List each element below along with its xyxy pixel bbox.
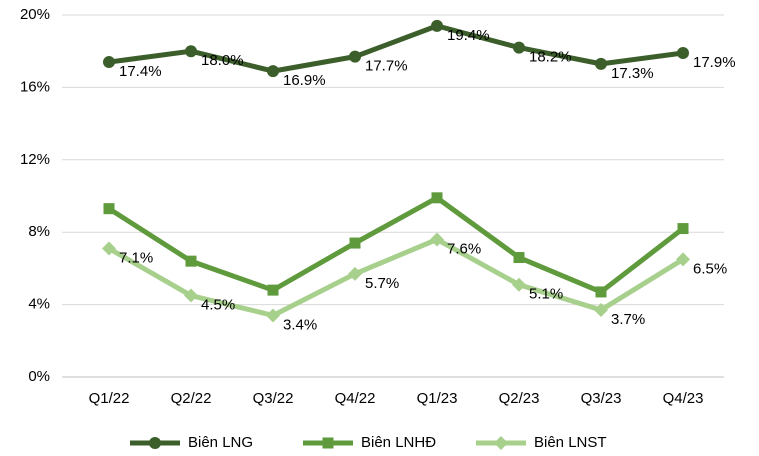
x-tick-label: Q4/22 [335,390,376,407]
data-label: 5.1% [529,286,563,303]
data-point [595,286,607,298]
data-point [266,308,280,323]
data-point [267,65,279,78]
x-tick-label: Q4/23 [663,390,704,407]
x-tick-label: Q2/22 [171,390,212,407]
data-point [103,203,115,215]
series-line [107,195,685,295]
data-label: 7.1% [119,249,153,266]
data-label: 18.2% [529,49,572,66]
legend-marker [494,436,508,450]
data-label: 17.3% [611,65,654,82]
data-point [513,41,525,54]
data-point [513,252,525,264]
y-tick-label: 16% [20,78,50,95]
data-point [431,19,443,32]
legend-marker [322,437,334,449]
x-tick-label: Q3/23 [581,390,622,407]
data-point [267,284,279,296]
data-label: 3.4% [283,316,317,333]
data-label: 18.0% [201,52,244,69]
data-point [677,47,689,60]
data-label: 6.5% [693,260,727,277]
data-point [349,50,361,63]
x-tick-label: Q1/23 [417,390,458,407]
data-label: 17.4% [119,63,162,80]
data-point [102,241,116,256]
data-point [184,288,198,303]
data-point [595,57,607,70]
data-point [185,255,197,267]
data-point [430,232,444,247]
x-tick-label: Q2/23 [499,390,540,407]
data-label: 4.5% [201,297,235,314]
data-point [348,266,362,281]
data-label: 16.9% [283,72,326,89]
data-point [677,223,689,235]
x-tick-label: Q3/22 [253,390,294,407]
data-point [185,45,197,58]
y-tick-label: 4% [28,296,50,313]
data-point [431,192,443,204]
y-tick-label: 8% [28,223,50,240]
legend-label: Biên LNHĐ [361,434,436,451]
data-label: 17.9% [693,54,736,71]
data-point [594,303,608,318]
data-label: 7.6% [447,240,481,257]
data-label: 17.7% [365,58,408,75]
y-tick-label: 0% [28,368,50,385]
data-label: 3.7% [611,311,645,328]
data-point [103,56,115,69]
legend-label: Biên LNG [188,434,253,451]
y-tick-label: 20% [20,6,50,23]
data-label: 19.4% [447,27,490,44]
legend-label: Biên LNST [534,434,607,451]
series-line [108,23,684,74]
legend-marker [149,437,161,449]
y-tick-label: 12% [20,151,50,168]
x-tick-label: Q1/22 [89,390,130,407]
data-label: 5.7% [365,275,399,292]
data-point [676,252,690,267]
data-point [349,237,361,249]
data-point [512,277,526,292]
series-line [107,236,685,318]
